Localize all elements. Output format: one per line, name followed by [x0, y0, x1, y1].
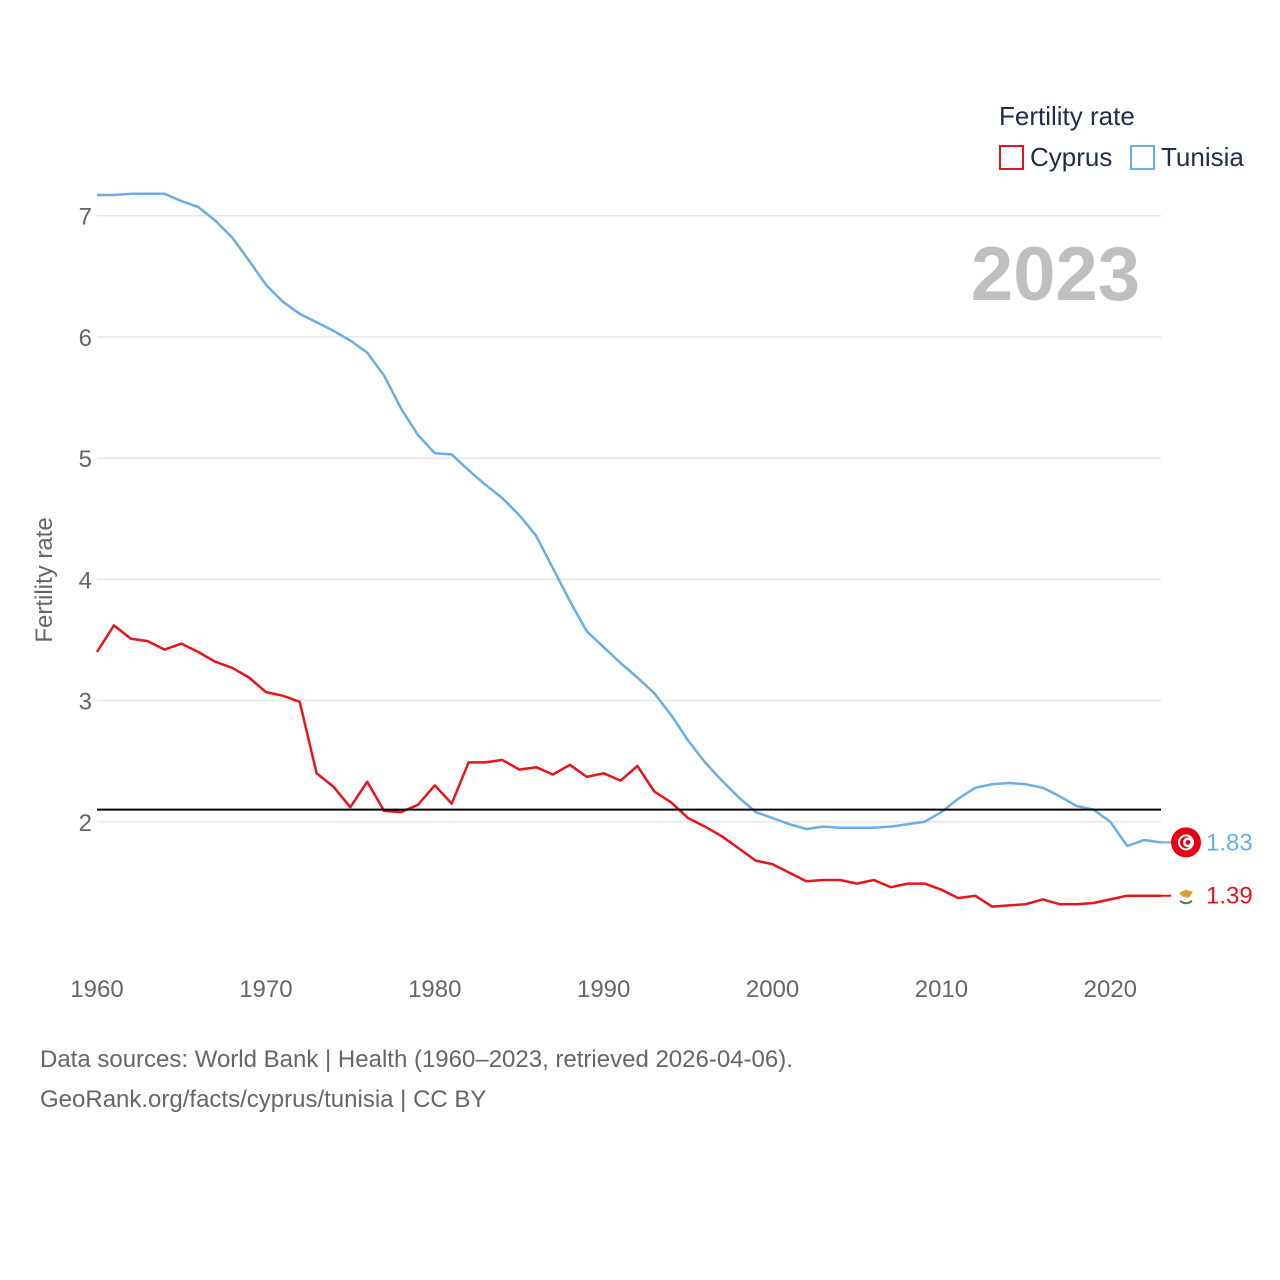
y-tick-label: 4 — [79, 567, 92, 594]
tunisia-end-marker: 1.83 — [1171, 827, 1253, 858]
legend-swatch-tunisia — [1130, 145, 1155, 170]
x-axis-ticks: 1960 1970 1980 1990 2000 2010 2020 — [70, 976, 1137, 1003]
y-tick-label: 6 — [79, 325, 92, 352]
legend-label-cyprus: Cyprus — [1030, 142, 1112, 172]
x-tick-label: 2000 — [746, 976, 799, 1003]
x-tick-label: 1980 — [408, 976, 461, 1003]
x-tick-label: 1990 — [577, 976, 630, 1003]
y-tick-label: 2 — [79, 810, 92, 837]
source-line: Data sources: World Bank | Health (1960–… — [40, 1046, 793, 1073]
x-tick-label: 1960 — [70, 976, 123, 1003]
x-tick-label: 2020 — [1084, 976, 1137, 1003]
legend-swatch-cyprus — [999, 145, 1024, 170]
x-tick-label: 2010 — [915, 976, 968, 1003]
legend-item-cyprus[interactable]: Cyprus — [999, 142, 1112, 172]
cyprus-flag-icon — [1171, 880, 1201, 911]
credit-line: GeoRank.org/facts/cyprus/tunisia | CC BY — [40, 1086, 487, 1113]
y-axis-ticks: 2 3 4 5 6 7 — [79, 204, 92, 837]
year-label: 2023 — [971, 232, 1140, 317]
x-tick-label: 1970 — [239, 976, 292, 1003]
legend-title: Fertility rate — [999, 101, 1135, 131]
y-tick-label: 3 — [79, 689, 92, 716]
series-line-tunisia — [97, 192, 1162, 848]
gridlines — [97, 214, 1161, 823]
y-tick-label: 7 — [79, 204, 92, 231]
tunisia-end-value: 1.83 — [1206, 829, 1253, 856]
cyprus-end-value: 1.39 — [1206, 883, 1253, 910]
y-axis-label: Fertility rate — [31, 517, 58, 642]
source-footer: Data sources: World Bank | Health (1960–… — [40, 1040, 793, 1120]
tunisia-flag-icon — [1171, 827, 1201, 858]
legend[interactable]: Fertility rate Cyprus Tunisia — [999, 101, 1244, 172]
cyprus-end-marker: 1.39 — [1171, 880, 1253, 911]
y-tick-label: 5 — [79, 446, 92, 473]
legend-item-tunisia[interactable]: Tunisia — [1130, 142, 1244, 172]
series-line-cyprus — [95, 624, 1161, 908]
legend-label-tunisia: Tunisia — [1161, 142, 1244, 172]
